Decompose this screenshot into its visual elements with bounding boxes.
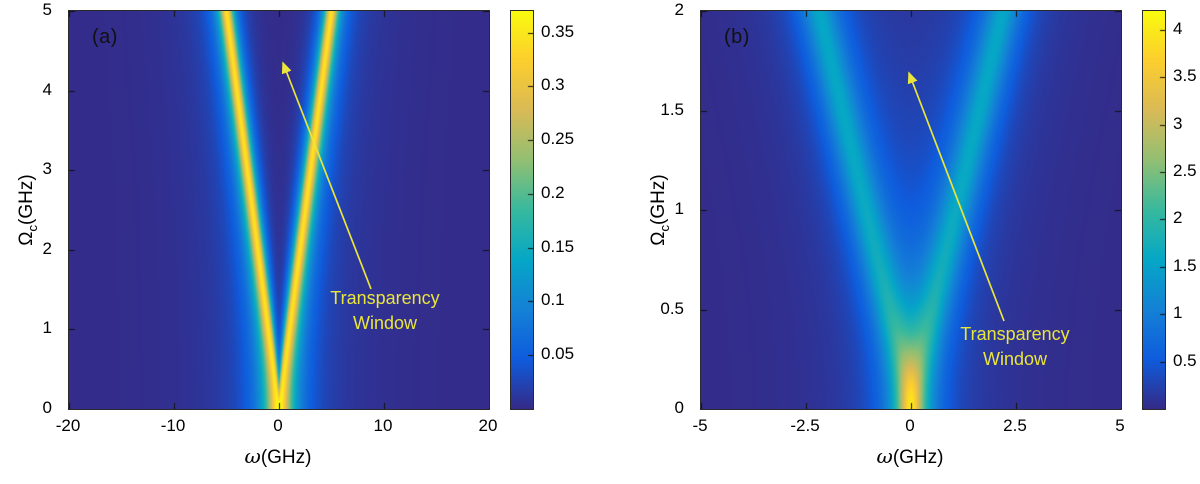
colorbar-ticks: 4 3.5 3 2.5 2 1.5 1 0.5 [1173, 10, 1200, 408]
colorbar-tick-label: 2.5 [1173, 161, 1197, 181]
colorbar-canvas [1142, 10, 1166, 410]
heatmap-canvas [68, 10, 490, 410]
heatmap-canvas [700, 10, 1122, 410]
x-tick-label: -20 [55, 416, 81, 435]
y-tick-label: 4 [42, 79, 52, 99]
panel-label: (a) [92, 26, 118, 48]
colorbar-tick-label: 3 [1173, 113, 1183, 133]
x-axis-label: ω(GHz) [68, 444, 488, 469]
colorbar-tick-label: 3.5 [1173, 66, 1197, 86]
x-tick-label: 20 [478, 416, 498, 435]
colorbar-tick-label: 0.2 [541, 182, 565, 202]
panel-a: (a) Ωc(GHz) 5 4 3 2 1 0 -20 -10 0 10 20 … [0, 0, 596, 469]
panel-label: (b) [724, 26, 750, 48]
x-tick-label: 10 [373, 416, 393, 435]
x-tick-label: 2.5 [1003, 416, 1027, 435]
x-tick-label: -2.5 [790, 416, 820, 435]
y-tick-label: 1.5 [660, 99, 684, 119]
colorbar-tick-label: 0.15 [541, 236, 575, 256]
x-tick-label: 0 [905, 416, 915, 435]
colorbar-tick-label: 0.05 [541, 344, 575, 364]
colorbar-tick-label: 1.5 [1173, 255, 1197, 275]
colorbar-ticks: 0.35 0.3 0.25 0.2 0.15 0.1 0.05 [541, 10, 596, 408]
colorbar-tick-label: 0.35 [541, 21, 575, 41]
x-tick-label: 5 [1115, 416, 1125, 435]
y-tick-label: 0 [42, 398, 52, 417]
colorbar-tick-label: 0.5 [1173, 350, 1197, 370]
y-tick-label: 3 [42, 159, 52, 179]
x-axis-label-symbol: ω [876, 444, 893, 468]
x-axis-label: ω(GHz) [700, 444, 1120, 469]
y-axis-ticks: 5 4 3 2 1 0 [0, 0, 60, 417]
x-tick-label: 0 [273, 416, 283, 435]
x-axis-ticks: -5 -2.5 0 2.5 5 [692, 416, 1124, 438]
y-axis-ticks: 2 1.5 1 0.5 0 [632, 0, 692, 417]
x-axis-label-symbol: ω [244, 444, 261, 468]
x-tick-label: -10 [160, 416, 186, 435]
x-axis-label-unit: (GHz) [892, 447, 944, 468]
colorbar-tick-label: 0.25 [541, 129, 575, 149]
y-tick-label: 0.5 [660, 298, 684, 318]
y-tick-label: 0 [674, 398, 684, 417]
y-tick-label: 1 [42, 318, 52, 338]
y-tick-label: 1 [674, 199, 684, 218]
colorbar-tick-label: 0.3 [541, 75, 565, 95]
colorbar-tick-label: 0.1 [541, 290, 565, 310]
x-axis-ticks: -20 -10 0 10 20 [56, 416, 498, 438]
colorbar-tick-label: 2 [1173, 208, 1183, 228]
x-axis-label-unit: (GHz) [260, 447, 312, 468]
colorbar-canvas [510, 10, 534, 410]
panel-b: (b) Ωc(GHz) 2 1.5 1 0.5 0 -5 -2.5 0 2.5 … [632, 0, 1200, 484]
y-tick-label: 5 [42, 0, 52, 19]
y-tick-label: 2 [674, 0, 684, 19]
y-tick-label: 2 [42, 238, 52, 258]
x-tick-label: -5 [692, 416, 708, 435]
colorbar-tick-label: 4 [1173, 18, 1183, 38]
colorbar-tick-label: 1 [1173, 303, 1183, 323]
